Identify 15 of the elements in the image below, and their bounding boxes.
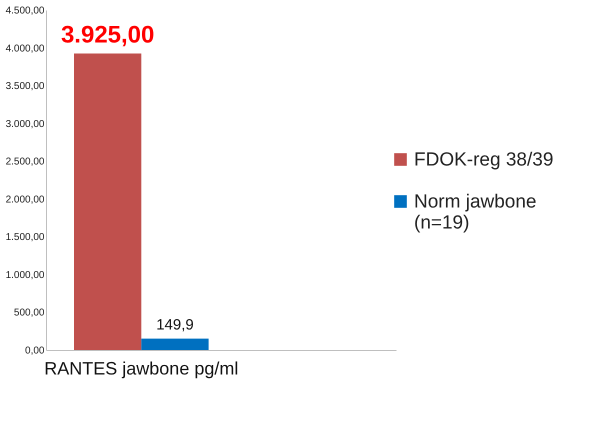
y-tick-label: 4.500,00 [6, 6, 45, 16]
x-tick-label: RANTES jawbone pg/ml [44, 358, 238, 378]
legend-label: FDOK-reg 38/39 [414, 150, 554, 170]
y-tick-label: 3.500,00 [6, 81, 45, 92]
legend-label: Norm jawbone (n=19) [414, 192, 536, 234]
y-tick-label: 4.000,00 [6, 43, 45, 54]
y-tick-label: 3.000,00 [6, 118, 45, 130]
y-tick-label: 1.000,00 [6, 270, 45, 281]
y-tick-label: 1.500,00 [6, 232, 45, 244]
y-tick-label: 0,00 [25, 346, 45, 356]
data-label: 149,9 [156, 316, 194, 334]
y-tick-label: 2.000,00 [6, 194, 45, 206]
data-label: 3.925,00 [60, 21, 154, 48]
y-tick-label: 2.500,00 [6, 156, 45, 168]
y-tick-label: 500,00 [14, 308, 45, 319]
